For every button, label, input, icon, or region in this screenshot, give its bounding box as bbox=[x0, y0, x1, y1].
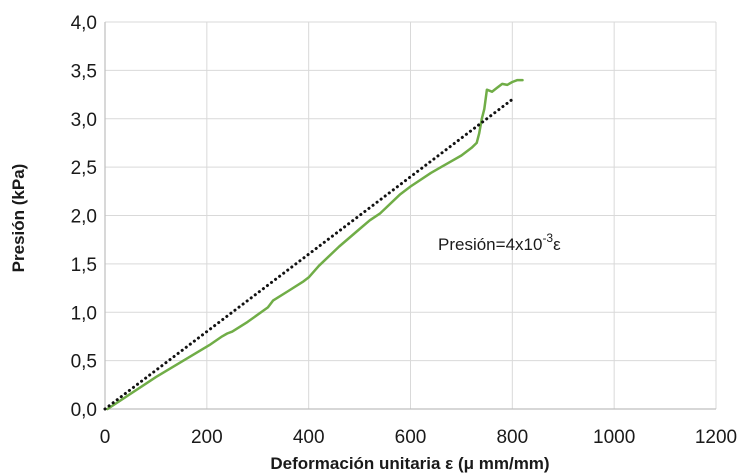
x-tick-label: 0 bbox=[100, 427, 111, 448]
axes bbox=[104, 22, 716, 410]
y-tick-label: 2,0 bbox=[71, 207, 97, 228]
y-tick-label: 0,5 bbox=[71, 352, 97, 373]
measured-series-line bbox=[106, 78, 524, 411]
x-axis-label: Deformación unitaria ε (μ mm/mm) bbox=[270, 454, 549, 473]
grid-lines bbox=[105, 21, 717, 409]
y-tick-labels: 0,0 0,5 1,0 1,5 2,0 2,5 3,0 3,5 4,0 bbox=[71, 13, 97, 421]
y-tick-label: 3,0 bbox=[71, 110, 97, 131]
x-tick-label: 200 bbox=[191, 427, 223, 448]
x-tick-labels: 0 200 400 600 800 1000 1200 bbox=[100, 427, 737, 448]
series-group bbox=[103, 78, 524, 411]
regression-annotation: Presión=4x10-3ε bbox=[438, 231, 561, 254]
annotation-prefix: Presión=4x10 bbox=[438, 235, 542, 254]
y-tick-label: 1,5 bbox=[71, 255, 97, 276]
annotation-suffix: ε bbox=[553, 235, 561, 254]
y-axis-label: Presión (kPa) bbox=[9, 164, 28, 273]
y-tick-label: 3,5 bbox=[71, 61, 97, 82]
y-tick-label: 1,0 bbox=[71, 303, 97, 324]
y-tick-label: 4,0 bbox=[71, 13, 97, 34]
y-tick-label: 2,5 bbox=[71, 158, 97, 179]
x-tick-label: 800 bbox=[496, 427, 528, 448]
x-tick-label: 1200 bbox=[695, 427, 737, 448]
x-tick-label: 1000 bbox=[593, 427, 635, 448]
annotation-exponent: -3 bbox=[542, 231, 553, 245]
x-tick-label: 600 bbox=[395, 427, 427, 448]
y-tick-label: 0,0 bbox=[71, 400, 97, 421]
x-tick-label: 400 bbox=[293, 427, 325, 448]
trendline bbox=[103, 97, 514, 411]
